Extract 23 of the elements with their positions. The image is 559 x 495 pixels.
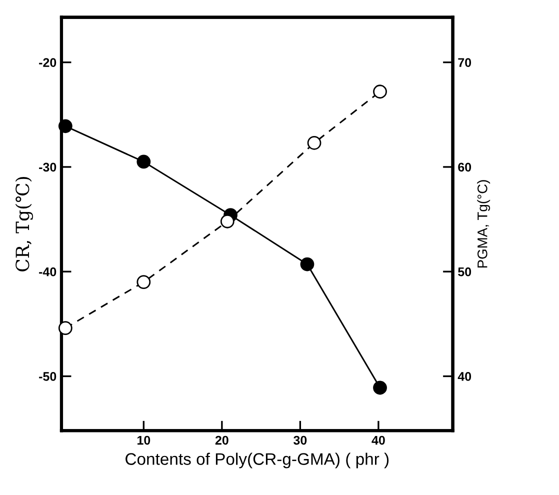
point — [373, 380, 387, 395]
point — [300, 257, 314, 272]
point — [220, 214, 234, 228]
point — [136, 275, 151, 290]
y2-tick-label: 60 — [458, 162, 472, 172]
y2-tick-label: 40 — [458, 372, 472, 381]
y2-tick-label: 50 — [458, 267, 472, 276]
point — [136, 154, 151, 169]
x-tick-label: 40 — [372, 436, 385, 445]
point — [58, 321, 72, 336]
y-tick-label: -20 — [39, 58, 56, 67]
x-axis-title: Contents of Poly(CR-g-GMA) ( phr ) — [126, 452, 389, 468]
point — [307, 136, 322, 150]
x-tick-label: 20 — [215, 436, 228, 445]
y-tick-label: -30 — [39, 162, 56, 172]
y-axis-title: CR, Tg(℃) — [15, 177, 34, 272]
y2-axis-title: PGMA, Tg(°C) — [477, 180, 490, 268]
y-tick-label: -40 — [39, 267, 56, 276]
y2-tick-label: 70 — [458, 58, 472, 67]
y-tick-label: -50 — [39, 372, 56, 381]
x-tick-label: 10 — [138, 436, 150, 445]
point — [373, 84, 387, 99]
x-tick-label: 30 — [294, 436, 307, 445]
